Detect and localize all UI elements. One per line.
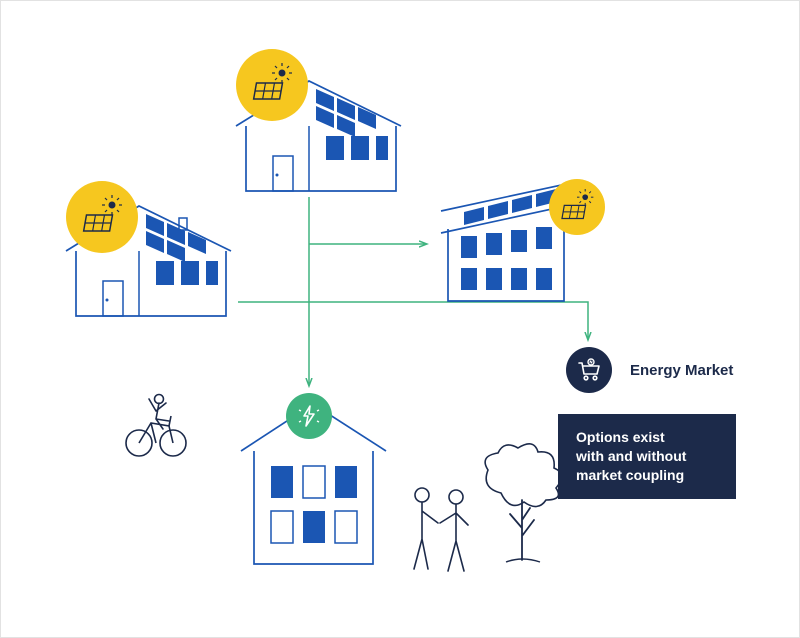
energy-bolt-icon	[286, 393, 332, 439]
solar-badge-icon	[66, 181, 138, 253]
energy-market-label: Energy Market	[630, 362, 733, 379]
cyclist-icon	[121, 381, 191, 461]
market-coupling-caption: Options exist with and without market co…	[558, 414, 736, 499]
energy-flow-diagram: { "diagram": { "type": "infographic", "b…	[0, 0, 800, 638]
caption-line: with and without	[576, 447, 718, 466]
caption-line: market coupling	[576, 466, 718, 485]
people-handshake-icon	[398, 481, 483, 576]
solar-badge-icon	[549, 179, 605, 235]
tree-icon	[476, 438, 571, 568]
market-cart-icon	[566, 347, 612, 393]
caption-line: Options exist	[576, 428, 718, 447]
solar-badge-icon	[236, 49, 308, 121]
